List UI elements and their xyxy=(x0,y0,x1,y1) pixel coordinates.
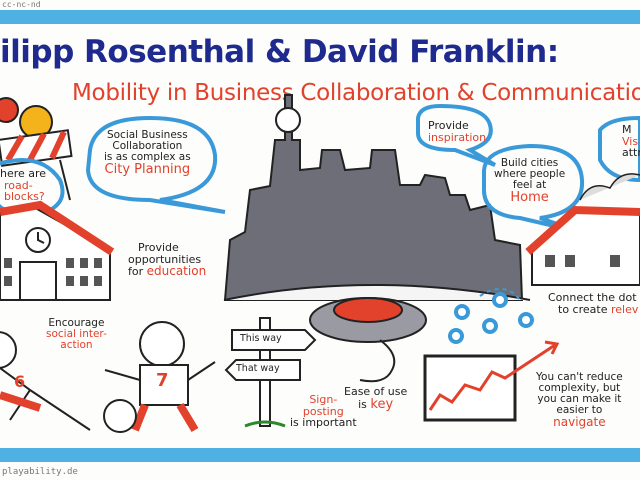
top-border xyxy=(0,10,640,24)
house-building xyxy=(525,173,640,286)
connect-dots-note: Connect the dot to create relev xyxy=(548,292,638,315)
social-line-1: Social Business xyxy=(106,129,188,141)
build-note: Build cities where people feel at Home xyxy=(494,157,566,206)
roadblocks-line-2: road- xyxy=(4,178,33,192)
sign-that-way: That way xyxy=(236,363,280,374)
school-building xyxy=(0,200,115,301)
roadblocks-line-1: here are xyxy=(0,167,47,180)
ease-line-2a: is xyxy=(358,397,367,411)
visual-note: M Vis attr xyxy=(622,124,640,159)
social-line-2: Collaboration xyxy=(112,140,183,153)
dots-line-2b: relev xyxy=(610,302,639,316)
inspire-line-1: Provide xyxy=(428,119,469,132)
speech-bubble-social xyxy=(85,115,226,214)
encourage-note: Encourage social inter- action xyxy=(46,317,107,352)
city-skyline xyxy=(223,94,531,301)
ease-line-1: Ease of use xyxy=(344,385,408,398)
speech-bubble-inspiration xyxy=(416,103,497,167)
complex-line-4: easier to xyxy=(556,404,603,417)
ease-note: Ease of use is key xyxy=(344,386,407,411)
complex-line-3: you can make it xyxy=(537,393,622,406)
visual-line-3: attr xyxy=(622,146,640,160)
complex-line-2: complexity, but xyxy=(538,382,621,395)
speech-bubble-build xyxy=(482,143,585,234)
inspire-note: Provide inspiration xyxy=(428,120,486,143)
signpost-line-3: is important xyxy=(290,416,357,430)
build-line-4: Home xyxy=(510,190,549,206)
children-drawing xyxy=(0,321,216,433)
visual-line-2: Vis xyxy=(622,134,639,148)
roadblocks-line-3: blocks? xyxy=(4,190,45,204)
signpost-line-1: Sign- xyxy=(309,393,338,406)
build-line-3: feel at xyxy=(512,179,547,192)
signposting-note: Sign- posting is important xyxy=(290,394,357,429)
jersey-number-6: 6 xyxy=(14,372,26,391)
opportunities-line-2: opportunities xyxy=(128,252,202,266)
jersey-number-7: 7 xyxy=(156,370,169,391)
signpost-line-2: posting xyxy=(302,404,344,418)
dots-line-2a: to create xyxy=(558,302,608,316)
complex-line-1: You can't reduce xyxy=(536,371,623,383)
license-text: cc-nc-nd xyxy=(2,0,41,9)
complex-line-5: navigate xyxy=(553,415,606,430)
sign-this-way: This way xyxy=(240,333,282,344)
opportunities-line-1: Provide xyxy=(138,241,179,254)
build-line-1: Build cities xyxy=(500,157,559,169)
page-title: ilipp Rosenthal & David Franklin: xyxy=(0,34,559,70)
complexity-note: You can't reduce complexity, but you can… xyxy=(536,371,623,430)
encourage-line-1: Encourage xyxy=(48,317,105,329)
opportunities-note: Provide opportunities for education xyxy=(128,242,206,278)
footer-credit: playability.de xyxy=(2,467,78,477)
ease-line-2b: key xyxy=(370,396,394,412)
speech-bubble-right xyxy=(598,115,640,183)
visual-line-1: M xyxy=(622,123,632,136)
bottom-border xyxy=(0,448,640,462)
page-subtitle: Mobility in Business Collaboration & Com… xyxy=(72,80,640,106)
opportunities-line-3b: education xyxy=(146,264,207,279)
roadblock-drawing xyxy=(0,97,73,201)
social-line-3: is as complex as xyxy=(104,151,191,164)
rising-chart-drawing xyxy=(423,340,560,422)
connected-dots xyxy=(448,292,534,344)
dots-line-1: Connect the dot xyxy=(548,291,637,304)
big-red-button xyxy=(309,297,427,383)
opportunities-line-3a: for xyxy=(128,265,144,279)
encourage-line-2: social inter- xyxy=(46,328,107,341)
roadblocks-note: here are road- blocks? xyxy=(0,168,46,203)
inspire-line-2: inspiration xyxy=(428,130,487,144)
build-line-2: where people xyxy=(494,168,566,181)
signpost xyxy=(224,317,317,428)
social-line-4: City Planning xyxy=(104,162,191,178)
encourage-line-3: action xyxy=(60,339,93,352)
social-note: Social Business Collaboration is as comp… xyxy=(104,129,191,178)
